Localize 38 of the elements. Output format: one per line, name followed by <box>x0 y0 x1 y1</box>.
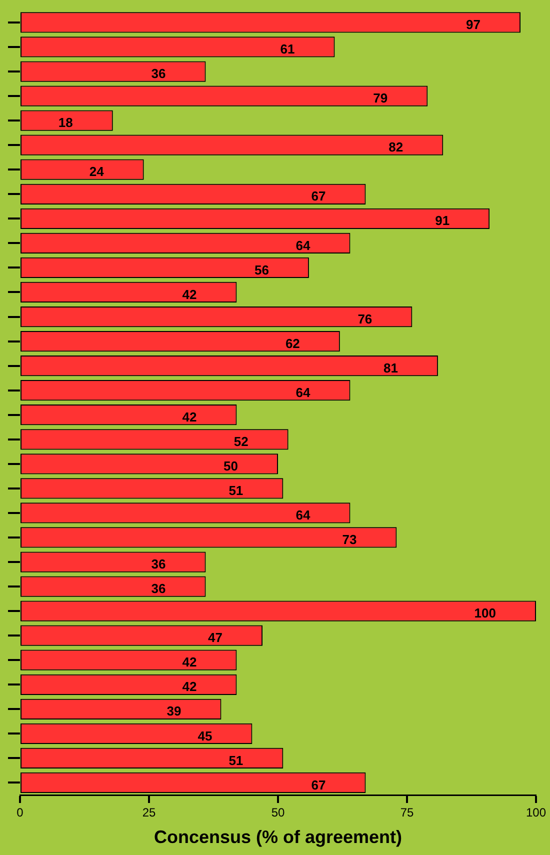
data-label: 42 <box>182 654 197 670</box>
data-label: 97 <box>466 17 481 32</box>
data-label: 76 <box>358 311 372 326</box>
data-label: 91 <box>435 213 450 228</box>
data-label: 42 <box>182 286 197 302</box>
data-label: 45 <box>198 728 212 744</box>
data-label: 39 <box>166 704 182 719</box>
data-label: 52 <box>234 434 248 449</box>
data-label: 36 <box>151 66 166 82</box>
data-label: 42 <box>182 679 197 694</box>
data-label: 50 <box>224 458 238 474</box>
data-label: 64 <box>296 384 311 400</box>
x-tick-label: 100 <box>526 806 546 820</box>
data-label: 82 <box>388 140 404 155</box>
data-label: 67 <box>311 188 326 204</box>
x-tick-label: 50 <box>271 806 285 820</box>
data-label: 18 <box>58 115 73 130</box>
data-label: 100 <box>474 606 496 621</box>
data-label: 51 <box>228 752 244 768</box>
data-label: 67 <box>311 777 326 792</box>
data-label: 56 <box>254 262 269 278</box>
data-label: 47 <box>208 630 223 646</box>
x-axis-title: Concensus (% of agreement) <box>154 827 402 848</box>
data-label: 36 <box>151 556 166 572</box>
data-label: 81 <box>383 360 398 376</box>
x-tick-label: 25 <box>142 806 156 820</box>
data-label: 64 <box>296 238 311 253</box>
data-label: 51 <box>228 483 244 498</box>
x-tick-label: 0 <box>16 806 24 820</box>
data-label: 36 <box>151 581 166 596</box>
data-label: 64 <box>296 508 311 523</box>
x-tick-label: 75 <box>400 806 414 820</box>
data-label: 73 <box>342 532 357 548</box>
data-label: 61 <box>280 42 295 57</box>
data-label: 62 <box>285 336 300 351</box>
data-label: 79 <box>373 90 388 106</box>
data-label: 24 <box>89 164 105 180</box>
data-label: 42 <box>182 409 197 424</box>
